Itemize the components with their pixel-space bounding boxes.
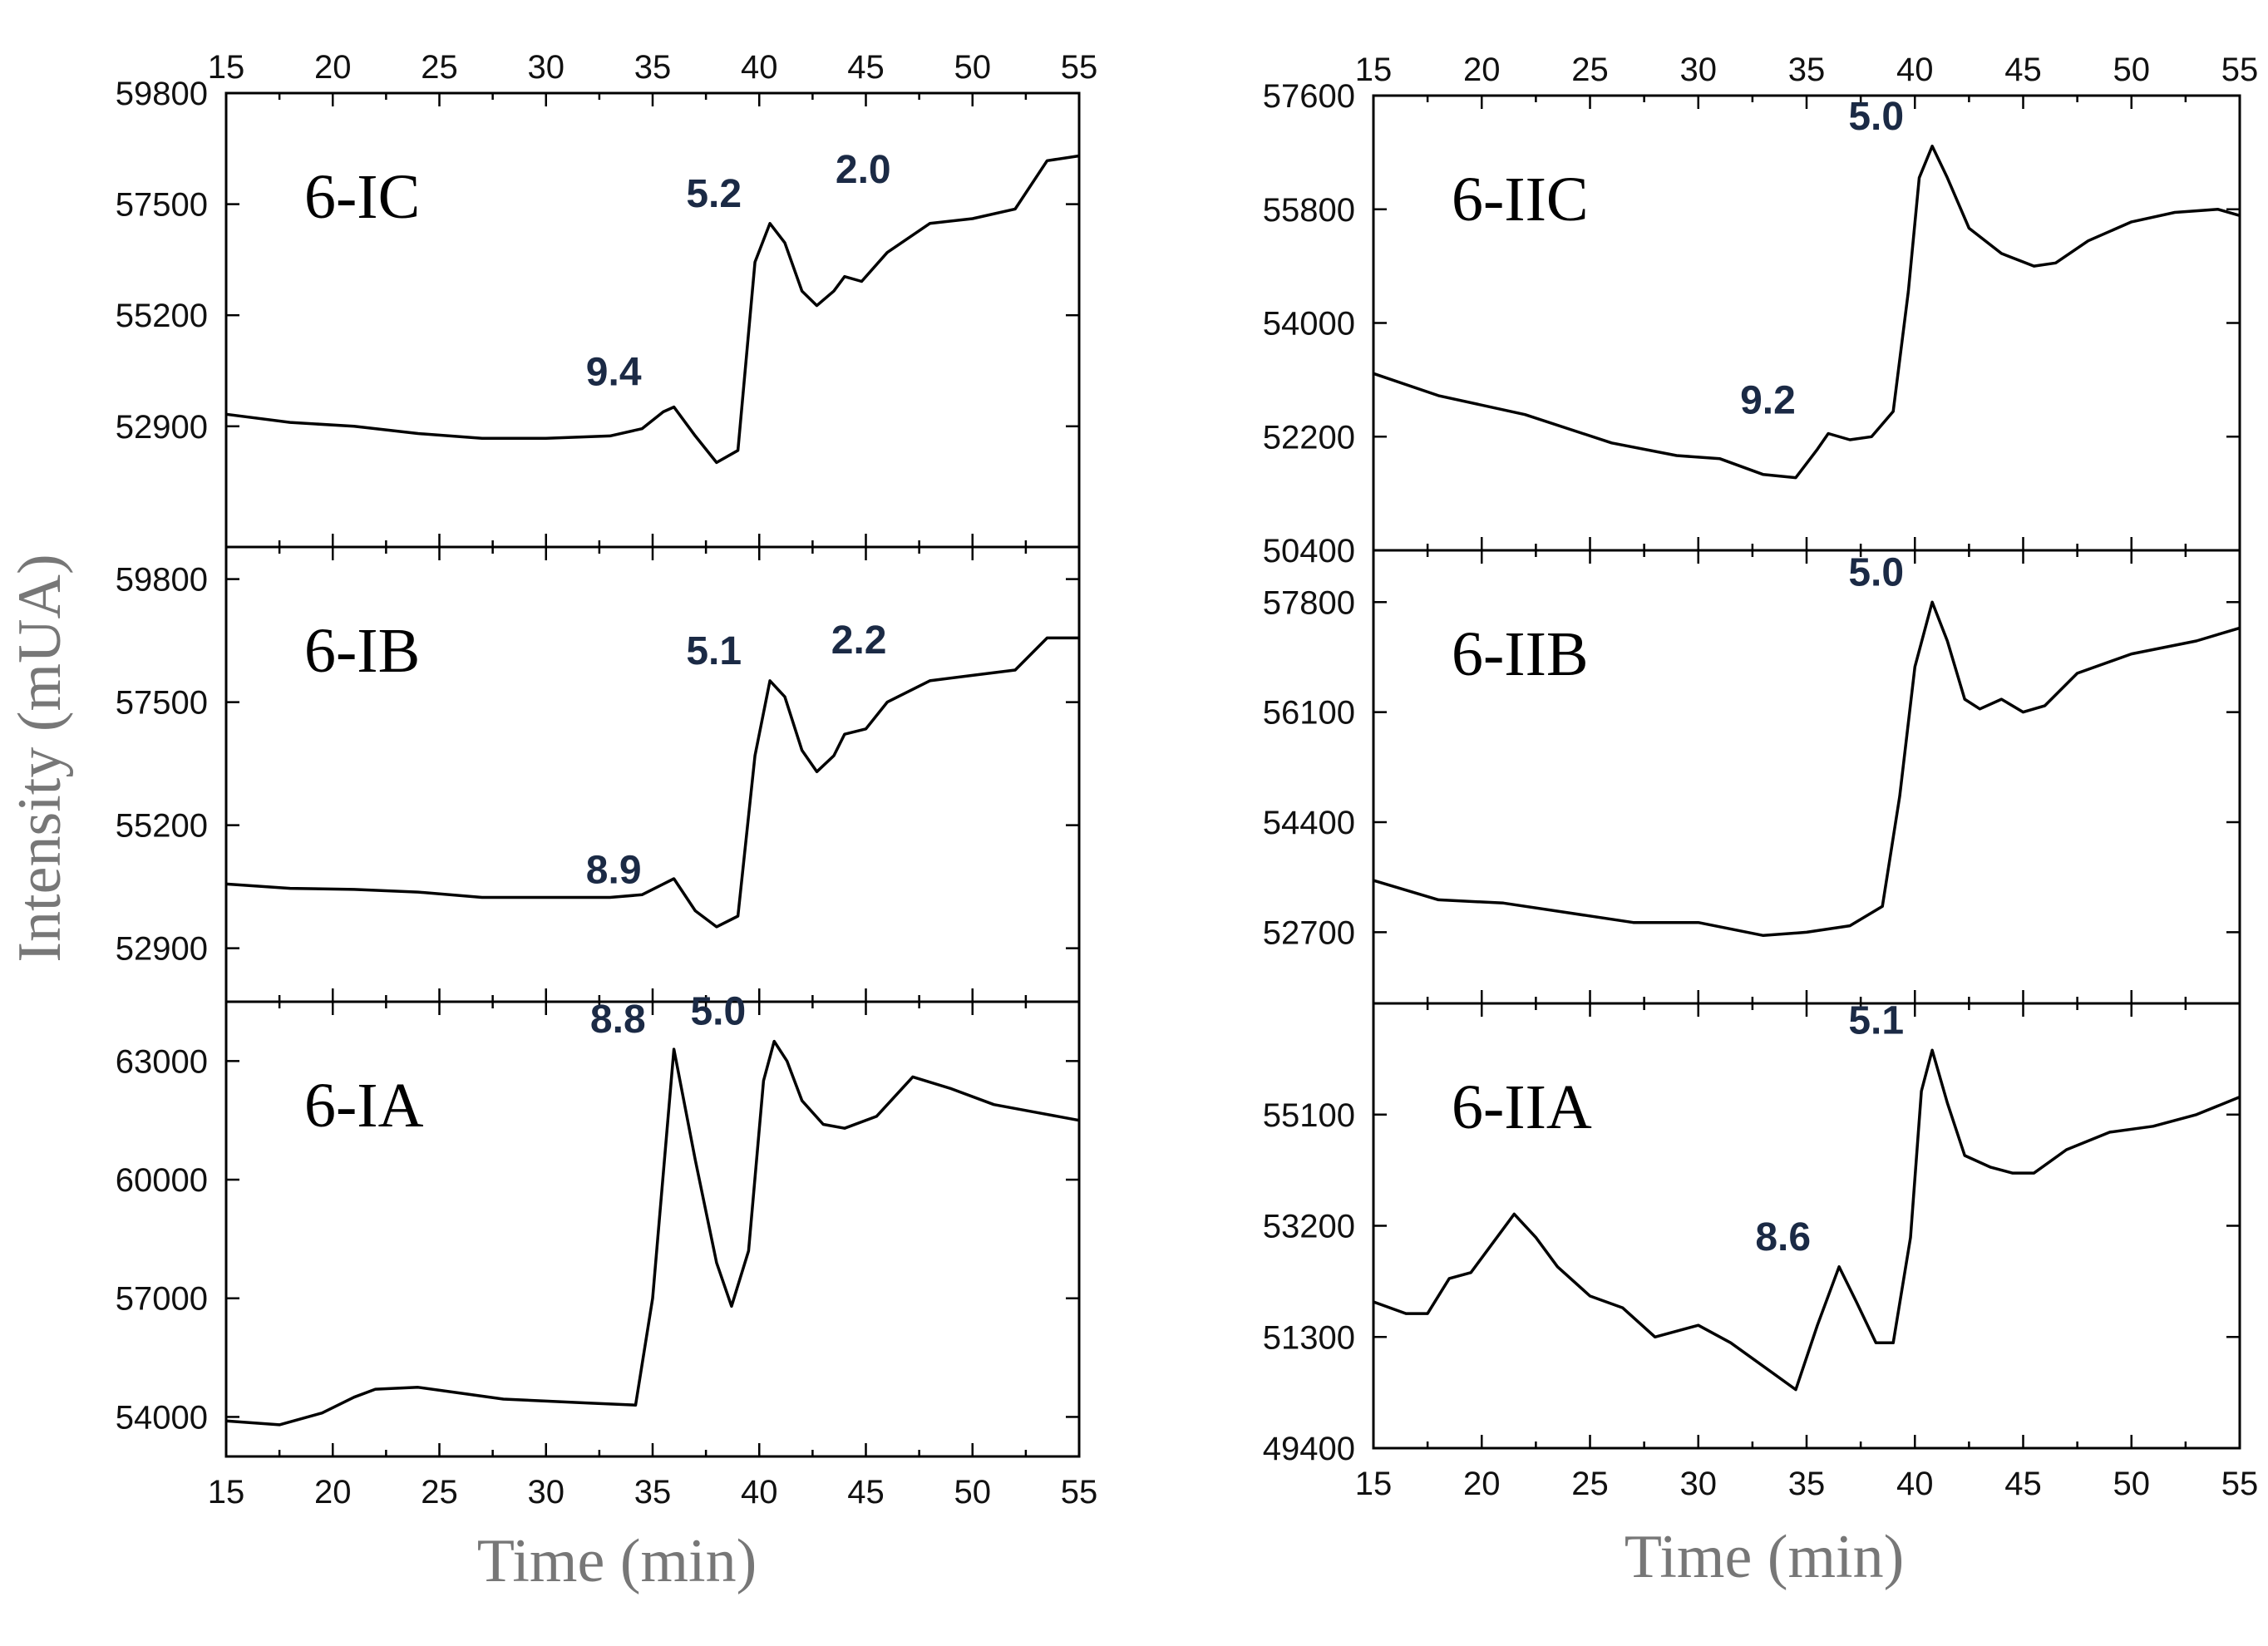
- panel-6-ic: 15 20 25 30 35 40 45 50 55 59800 57500 55200 52900 6-…: [116, 49, 1098, 549]
- y-tick-label: 57000: [116, 1281, 208, 1318]
- peak-label: 5.1: [686, 629, 742, 673]
- x-tick-label: 35: [634, 1474, 672, 1510]
- peak-label: 2.0: [836, 148, 891, 192]
- x-tick-label: 50: [2113, 1466, 2151, 1502]
- panel-label: 6-IIC: [1452, 165, 1589, 234]
- x-tick-label: 40: [741, 49, 778, 86]
- y-tick-label: 60000: [116, 1162, 208, 1199]
- peak-label: 2.2: [831, 618, 887, 663]
- x-tick-label: 45: [2004, 1466, 2042, 1502]
- x-tick-label: 40: [741, 1474, 778, 1510]
- y-tick-label: 57600: [1263, 78, 1355, 115]
- peak-label: 5.0: [1848, 550, 1904, 594]
- y-tick-label: 52700: [1263, 914, 1355, 951]
- x-tick-label: 45: [847, 49, 885, 86]
- x-tick-label: 15: [208, 49, 245, 86]
- series-line: [1373, 600, 2241, 938]
- x-tick-label: 35: [634, 49, 672, 86]
- panel-6-iib: 57800 56100 54400 52700 6-IIB 5.0: [1263, 549, 2241, 1005]
- y-tick-label: 57800: [1263, 584, 1355, 621]
- x-tick-label: 20: [314, 49, 352, 86]
- peak-label: 5.2: [686, 172, 742, 216]
- series-line: [1373, 145, 2241, 480]
- series-line: [1373, 1048, 2241, 1392]
- x-tick-label: 15: [208, 1474, 245, 1510]
- y-tick-label: 59800: [116, 76, 208, 112]
- y-tick-label: 56100: [1263, 695, 1355, 732]
- panel-label: 6-IIB: [1452, 619, 1589, 689]
- x-tick-label: 35: [1788, 1466, 1826, 1502]
- series-line: [225, 154, 1080, 465]
- x-tick-label: 45: [2004, 52, 2042, 88]
- y-tick-label: 53200: [1263, 1209, 1355, 1245]
- x-tick-label: 25: [421, 49, 458, 86]
- x-tick-label: 55: [2221, 1466, 2259, 1502]
- x-tick-label: 45: [847, 1474, 885, 1510]
- y-tick-label: 54000: [116, 1399, 208, 1436]
- x-tick-label: 55: [1061, 49, 1098, 86]
- x-tick-label: 20: [1463, 52, 1501, 88]
- x-axis-title-left: Time (min): [477, 1527, 757, 1595]
- x-tick-label: 55: [1061, 1474, 1098, 1510]
- y-tick-label: 51300: [1263, 1319, 1355, 1356]
- x-tick-label: 55: [2221, 52, 2259, 88]
- y-tick-label: 52200: [1263, 419, 1355, 456]
- y-tick-label: 57500: [116, 187, 208, 224]
- x-tick-label: 35: [1788, 52, 1826, 88]
- x-tick-label: 30: [528, 49, 565, 86]
- peak-label: 8.9: [586, 849, 642, 893]
- y-tick-label: 63000: [116, 1043, 208, 1080]
- y-tick-label: 54000: [1263, 306, 1355, 343]
- panel-label: 6-IC: [304, 162, 420, 232]
- peak-label: 8.8: [590, 998, 646, 1042]
- x-tick-label: 40: [1896, 1466, 1934, 1502]
- series-line: [225, 636, 1079, 929]
- panel-6-ib: 59800 57500 55200 52900 6-IB 8.9 5.1 2.2: [116, 545, 1081, 1003]
- y-tick-label: 59800: [116, 562, 208, 599]
- panel-6-iia: 15 20 25 30 35 40 45 50 55 55100 53200 51300 49400 6-…: [1263, 998, 2258, 1502]
- series-line: [225, 1039, 1080, 1427]
- x-axis-title-right: Time (min): [1625, 1523, 1904, 1591]
- x-tick-label: 25: [421, 1474, 458, 1510]
- panel-label: 6-IB: [304, 616, 420, 686]
- x-tick-label: 15: [1355, 52, 1393, 88]
- x-tick-label: 25: [1571, 1466, 1609, 1502]
- y-tick-label: 55100: [1263, 1097, 1355, 1134]
- peak-label: 5.1: [1848, 998, 1904, 1042]
- x-tick-label: 30: [1680, 52, 1718, 88]
- x-tick-label: 25: [1571, 52, 1609, 88]
- plot-frame: [1372, 549, 2241, 1005]
- y-tick-label: 55200: [116, 298, 208, 334]
- x-tick-label: 40: [1896, 52, 1934, 88]
- x-tick-label: 20: [314, 1474, 352, 1510]
- y-tick-label: 54400: [1263, 805, 1355, 841]
- peak-label: 8.6: [1755, 1215, 1811, 1259]
- plot-frame: [224, 91, 1081, 549]
- y-axis-title: Intensity (mUA): [6, 554, 74, 962]
- panel-6-ia: 15 20 25 30 35 40 45 50 55 63000 60000 57000 54000 6-…: [116, 990, 1097, 1510]
- x-tick-label: 20: [1463, 1466, 1501, 1502]
- y-tick-label: 49400: [1263, 1431, 1355, 1467]
- x-tick-label: 30: [528, 1474, 565, 1510]
- chart-panels: 15 20 25 30 35 40 45 50 55 59800 57500 55200 52900 6-…: [116, 49, 2258, 1510]
- x-tick-label: 50: [954, 1474, 992, 1510]
- peak-label: 9.2: [1740, 379, 1796, 423]
- peak-label: 5.0: [1848, 95, 1904, 139]
- x-tick-label: 15: [1355, 1466, 1393, 1502]
- y-tick-label: 55200: [116, 808, 208, 845]
- peak-label: 9.4: [586, 351, 642, 395]
- panel-6-iic: 15 20 25 30 35 40 45 50 55 57600 55800 54000 52200 50…: [1263, 52, 2258, 569]
- peak-label: 5.0: [690, 990, 746, 1034]
- y-tick-label: 50400: [1263, 533, 1355, 569]
- y-tick-label: 57500: [116, 685, 208, 722]
- panel-label: 6-IIA: [1452, 1072, 1592, 1142]
- x-tick-label: 50: [2113, 52, 2151, 88]
- panel-label: 6-IA: [304, 1071, 424, 1141]
- x-tick-label: 50: [954, 49, 992, 86]
- y-tick-label: 52900: [116, 931, 208, 968]
- x-tick-label: 30: [1680, 1466, 1718, 1502]
- y-tick-label: 55800: [1263, 192, 1355, 229]
- y-tick-label: 52900: [116, 409, 208, 446]
